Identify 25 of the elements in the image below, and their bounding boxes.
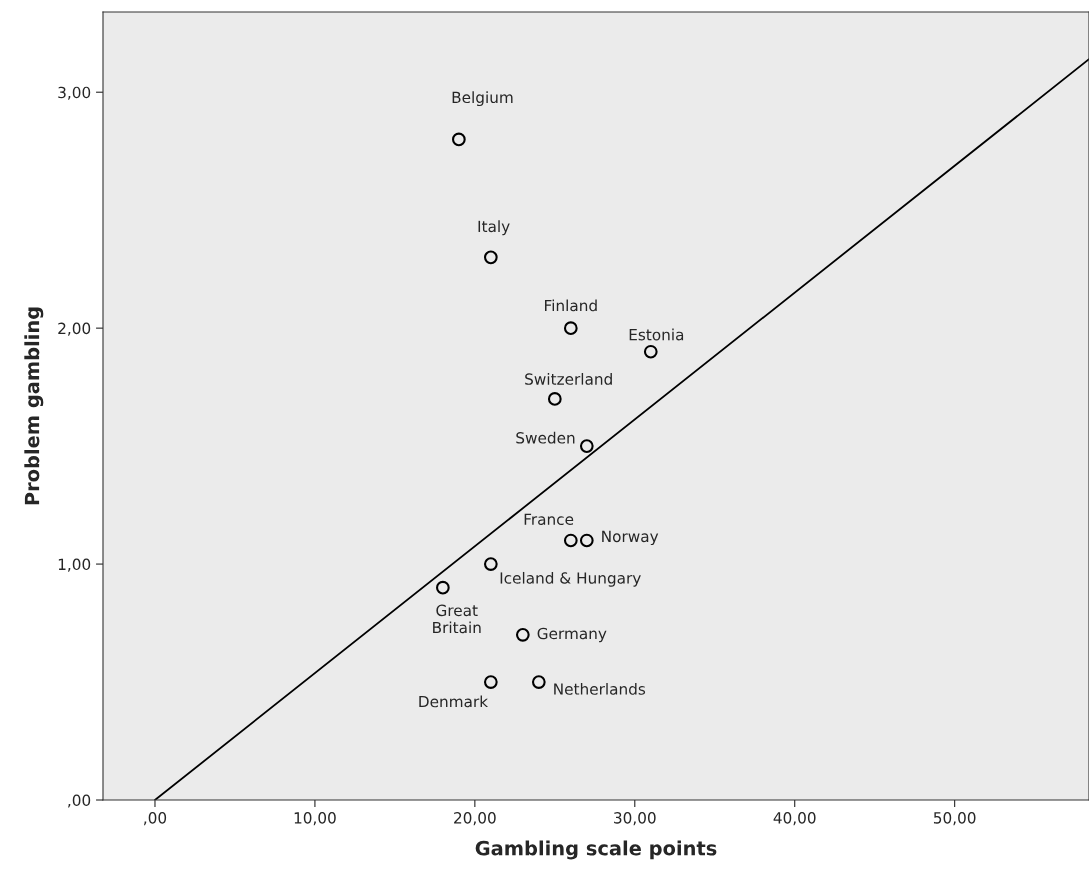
- y-tick-label: 3,00: [58, 86, 91, 100]
- x-tick-label: 50,00: [933, 812, 976, 826]
- x-tick-label: 20,00: [454, 812, 496, 826]
- y-tick-label: 1,00: [58, 558, 91, 572]
- annotation: Germany: [537, 627, 607, 643]
- annotation: France: [524, 513, 574, 526]
- y-tick-label: 2,00: [58, 322, 91, 336]
- annotation: Iceland & Hungary: [500, 571, 641, 587]
- annotation: Netherlands: [554, 682, 646, 695]
- annotation: Sweden: [516, 431, 575, 444]
- annotation: Italy: [478, 220, 510, 236]
- x-tick-label: 40,00: [773, 812, 816, 826]
- x-axis-title: Gambling scale points: [475, 840, 717, 860]
- x-tick-label: 10,00: [294, 812, 336, 826]
- annotation: Finland: [545, 299, 597, 312]
- x-tick-label: 30,00: [614, 812, 656, 826]
- annotation: Great Britain: [433, 604, 481, 634]
- annotation: Denmark: [419, 695, 489, 708]
- annotation: Switzerland: [525, 373, 612, 385]
- annotation: Norway: [602, 530, 659, 546]
- y-axis-title: Problem gambling: [24, 307, 44, 505]
- y-tick-label: ,00: [68, 794, 91, 808]
- annotation: Estonia: [629, 328, 684, 341]
- annotation: Belgium: [452, 91, 513, 107]
- x-tick-label: ,00: [144, 812, 167, 826]
